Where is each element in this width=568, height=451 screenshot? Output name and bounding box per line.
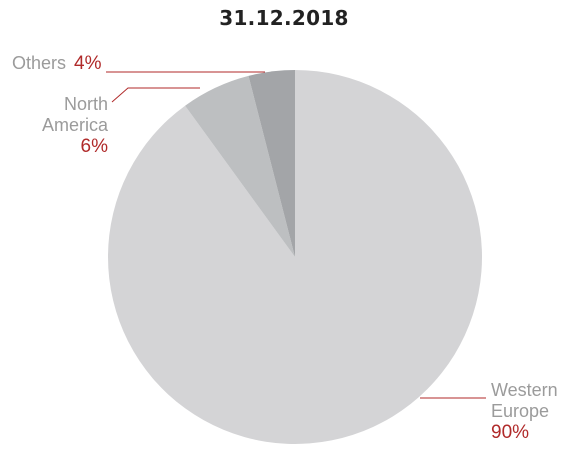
pie-slice-north-america bbox=[185, 75, 295, 258]
slice-label-line: Western bbox=[491, 380, 558, 400]
pie-slice-others bbox=[248, 70, 295, 257]
chart-title: 31.12.2018 bbox=[219, 6, 349, 30]
leader-line-north-america bbox=[111, 87, 200, 103]
slice-value-western-europe: 90% bbox=[491, 422, 529, 443]
slice-label-line: America bbox=[42, 115, 109, 135]
pie-slice-western-europe bbox=[108, 70, 483, 444]
slice-value-others: 4% bbox=[74, 53, 102, 74]
slice-label-western-europe: Western Europe 90% bbox=[491, 380, 558, 443]
slice-label-line: Others bbox=[12, 53, 66, 73]
slice-label-line: North bbox=[64, 94, 108, 114]
slice-label-others: Others bbox=[12, 53, 66, 73]
slice-value-north-america: 6% bbox=[81, 136, 109, 157]
slice-label-north-america: North America 6% bbox=[42, 94, 109, 157]
slice-label-line: Europe bbox=[491, 401, 549, 421]
